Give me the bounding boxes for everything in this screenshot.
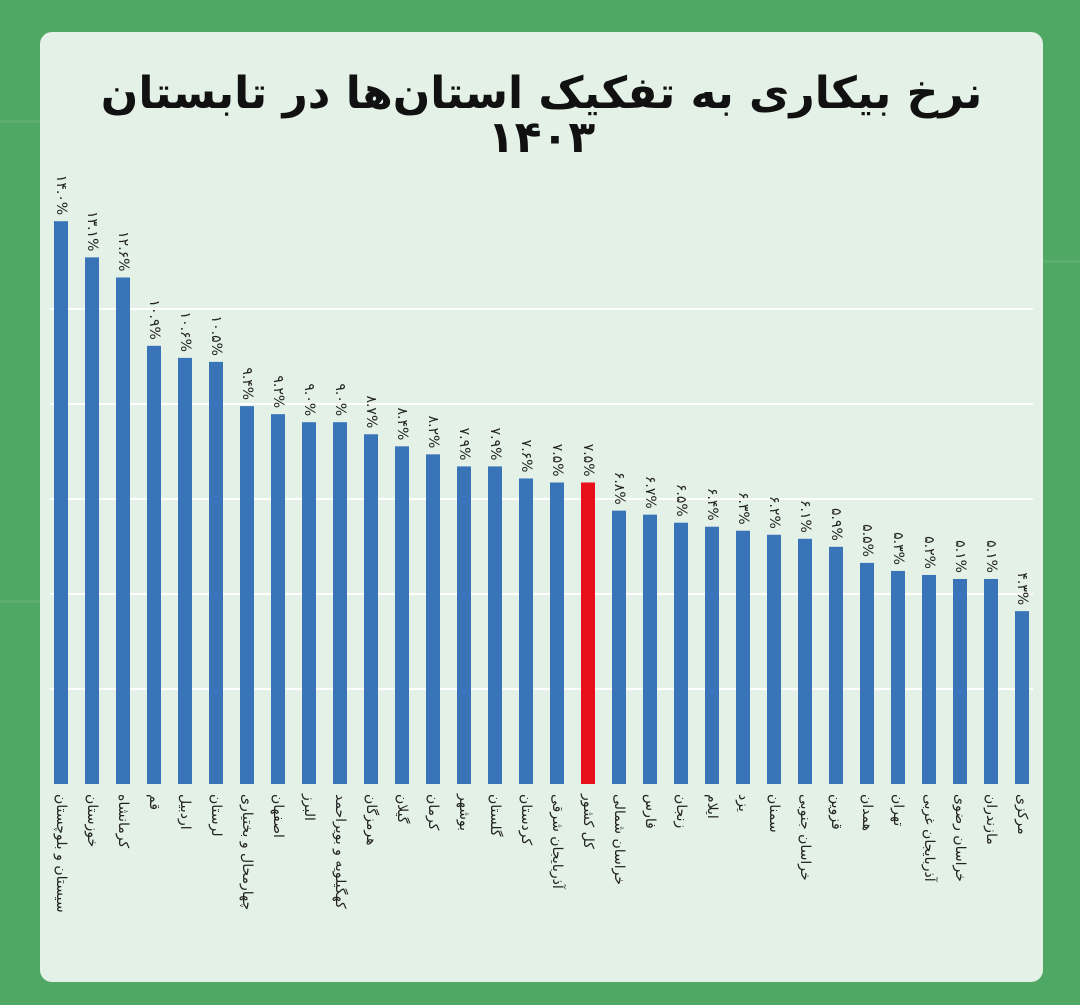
bar (271, 414, 285, 784)
category-label: گلستان (487, 794, 504, 837)
category-label: البرز (301, 793, 317, 821)
chart-card: نرخ بیکاری به تفکیک استان‌ها در تابستان … (40, 32, 1043, 982)
bar (736, 530, 750, 784)
category-label: خراسان جنوبی (797, 794, 813, 881)
bar (54, 221, 68, 784)
bar-value-label: ۵.۱% (983, 540, 999, 573)
bar (147, 345, 161, 784)
category-label: قزوین (828, 794, 844, 830)
category-label: همدان (859, 794, 875, 831)
bar (85, 257, 99, 784)
category-label: مرکزی (1014, 794, 1030, 835)
bar-value-label: ۵.۱% (952, 540, 968, 573)
bar-value-label: ۴.۳% (1014, 572, 1030, 605)
bar-value-label: ۵.۹% (828, 508, 844, 541)
category-label: آذربایجان غربی (921, 794, 938, 883)
bar (426, 454, 440, 784)
bar-value-label: ۵.۳% (890, 532, 906, 565)
category-label: مازندران (983, 794, 999, 845)
category-label: یزد (735, 794, 751, 812)
category-label: لرستان (208, 794, 224, 837)
category-label: خراسان شمالی (611, 794, 627, 885)
category-label: خوزستان (84, 794, 100, 847)
bar-value-label: ۶.۲% (766, 496, 782, 529)
category-label: خراسان رضوی (952, 794, 968, 882)
bar (612, 510, 626, 784)
bar-value-label: ۶.۳% (735, 492, 751, 525)
category-label: قم (146, 794, 162, 810)
category-label: فارس (642, 794, 658, 829)
bar-value-label: ۶.۴% (704, 488, 720, 521)
category-label: اصفهان (270, 794, 286, 838)
bar-value-label: ۷.۹% (487, 428, 503, 461)
bar (550, 482, 564, 784)
bar (519, 478, 533, 784)
bar (891, 570, 905, 784)
bar-value-label: ۹.۴% (239, 367, 255, 400)
bar-chart: ۱۴.۰% سیستان و بلوچستان ۱۳.۱% خوزستان ۱۲.۶% ک… (50, 175, 1033, 913)
bar-value-label: ۵.۵% (859, 524, 875, 557)
bar (984, 578, 998, 784)
bar-value-label: ۱۰.۶% (177, 312, 193, 352)
bar (953, 578, 967, 784)
bar-value-label: ۸.۴% (394, 408, 410, 441)
bar (116, 277, 130, 784)
bar-value-label: ۷.۹% (456, 428, 472, 461)
category-label: گیلان (394, 794, 411, 824)
category-label: زنجان (673, 794, 689, 828)
bar-value-label: ۷.۶% (518, 440, 534, 473)
bar-value-label: ۸.۷% (363, 395, 379, 428)
bar-value-label: ۷.۵% (580, 444, 596, 477)
bar-value-label: ۶.۵% (673, 484, 689, 517)
bar (457, 466, 471, 784)
bar-value-label: ۷.۵% (549, 444, 565, 477)
chart-title: نرخ بیکاری به تفکیک استان‌ها در تابستان … (100, 68, 983, 163)
bar-value-label: ۶.۱% (797, 500, 813, 533)
bar-national-average (581, 482, 595, 784)
bar (240, 406, 254, 784)
category-label: چهارمحال و بختیاری (239, 794, 255, 910)
category-label: اردبیل (177, 794, 193, 830)
bar (302, 422, 316, 784)
bar (798, 538, 812, 784)
bar (643, 514, 657, 784)
bar (767, 534, 781, 784)
bar-value-label: ۱۰.۵% (208, 316, 224, 356)
bar (829, 546, 843, 784)
bar (922, 574, 936, 784)
category-label: کهگیلویه و بویراحمد (332, 794, 349, 909)
category-label: تهران (890, 794, 906, 826)
bar-value-label: ۸.۲% (425, 416, 441, 449)
bar-value-label: ۱۰.۹% (146, 300, 162, 340)
bar (209, 361, 223, 784)
bar-value-label: ۱۳.۱% (84, 211, 100, 251)
bar-value-label: ۶.۸% (611, 472, 627, 505)
bar-value-label: ۱۴.۰% (53, 175, 69, 215)
bar (364, 434, 378, 784)
bar (395, 446, 409, 784)
category-label: کردستان (518, 794, 534, 845)
bar (705, 526, 719, 784)
category-label: بوشهر (456, 793, 472, 831)
category-label: کرمان (425, 794, 441, 831)
category-label: کرمانشاه (115, 794, 131, 848)
category-label: کل کشور (580, 793, 596, 849)
bar (333, 422, 347, 784)
category-label: آذربایجان شرقی (549, 794, 566, 890)
bar (488, 466, 502, 784)
bar-value-label: ۹.۲% (270, 375, 286, 408)
bar-value-label: ۹.۰% (332, 383, 348, 416)
category-label: سمنان (766, 794, 782, 833)
category-label: سیستان و بلوچستان (53, 794, 69, 913)
bar-value-label: ۵.۲% (921, 536, 937, 569)
category-label: ایلام (704, 794, 720, 819)
bar (1015, 611, 1029, 784)
bar (674, 522, 688, 784)
bar-value-label: ۱۲.۶% (115, 231, 131, 271)
category-label: هرمزگان (363, 794, 380, 846)
bar-value-label: ۶.۷% (642, 476, 658, 509)
bar (860, 562, 874, 784)
bar (178, 357, 192, 784)
bar-value-label: ۹.۰% (301, 383, 317, 416)
